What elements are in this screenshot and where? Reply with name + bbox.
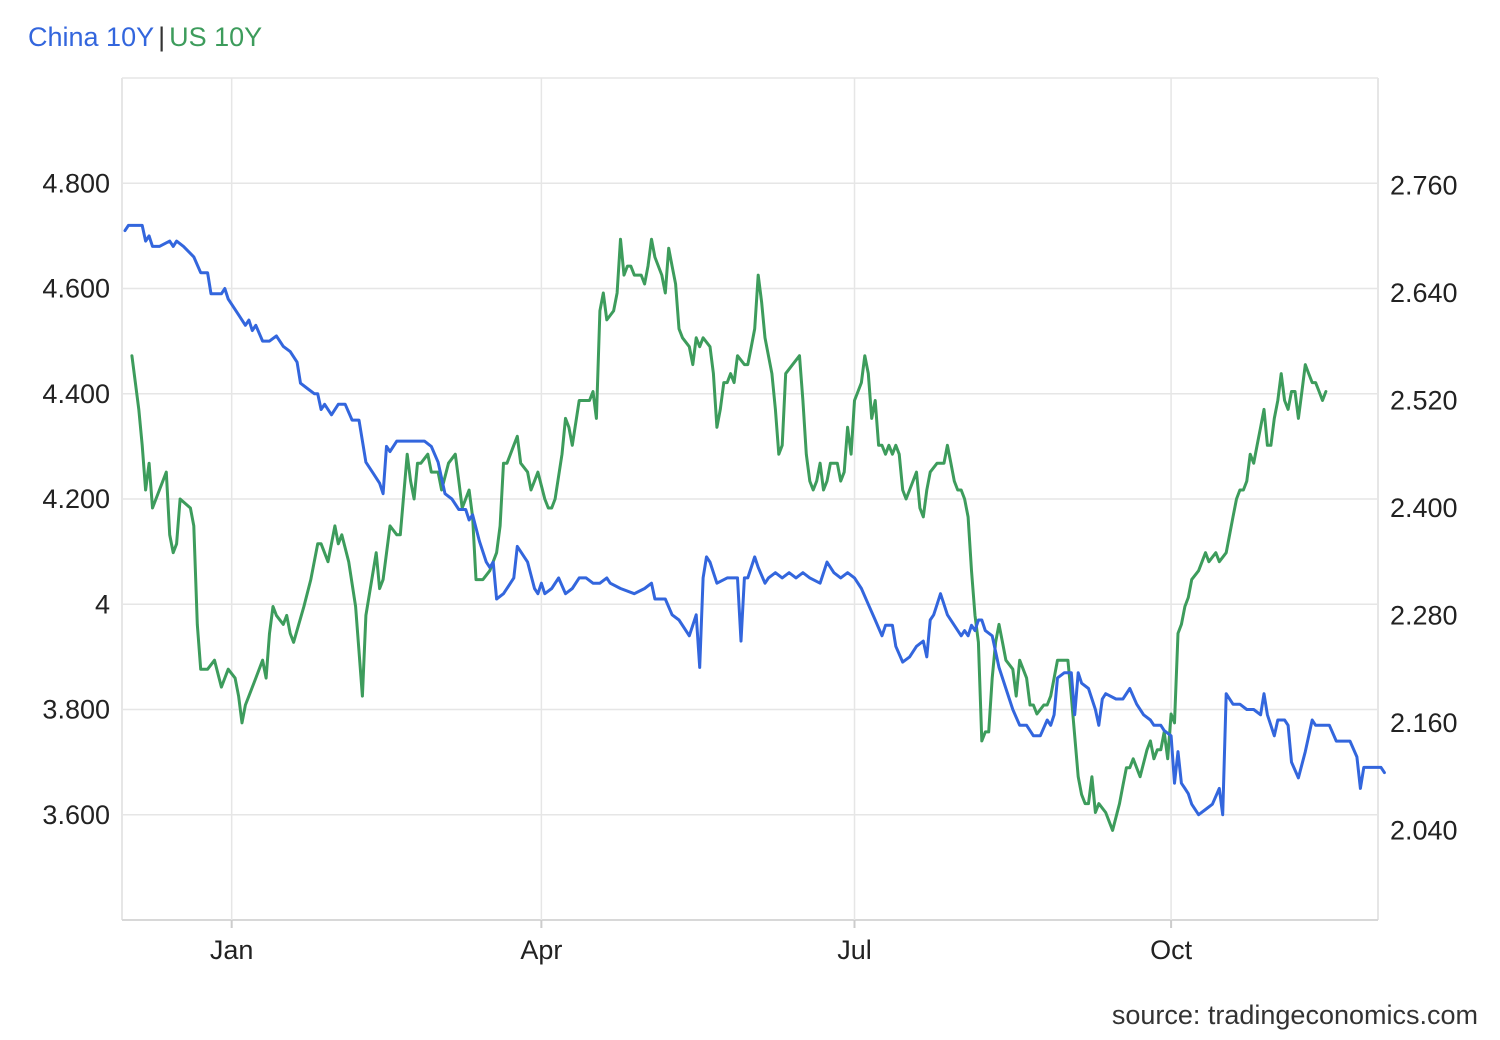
us-10y-line <box>130 237 1328 832</box>
y-axis-left: 3.600 3.800 4 4.200 4.400 4.600 4.800 <box>42 168 110 830</box>
y-left-tick-label: 4.400 <box>42 379 110 409</box>
legend-separator: | <box>158 22 166 52</box>
y-right-tick-label: 2.520 <box>1390 385 1458 415</box>
y-right-tick-label: 2.760 <box>1390 170 1458 200</box>
x-tick-label: Jan <box>210 935 254 965</box>
series-lines <box>123 223 1386 832</box>
x-tick-label: Apr <box>520 935 562 965</box>
y-left-tick-label: 4.200 <box>42 484 110 514</box>
legend: China 10Y | US 10Y <box>28 22 262 53</box>
y-left-tick-label: 4.600 <box>42 274 110 304</box>
y-left-tick-label: 4.800 <box>42 168 110 198</box>
y-left-tick-label: 3.800 <box>42 695 110 725</box>
y-right-tick-label: 2.640 <box>1390 278 1458 308</box>
x-axis: Jan Apr Jul Oct <box>210 935 1193 965</box>
legend-us-10y[interactable]: US 10Y <box>169 22 263 52</box>
y-right-tick-label: 2.280 <box>1390 600 1458 630</box>
y-right-tick-label: 2.160 <box>1390 708 1458 738</box>
china-10y-line <box>123 223 1386 817</box>
y-left-tick-label: 3.600 <box>42 800 110 830</box>
y-axis-right: 2.040 2.160 2.280 2.400 2.520 2.640 2.760 <box>1390 170 1458 845</box>
x-tick-label: Oct <box>1150 935 1193 965</box>
x-tick-label: Jul <box>837 935 872 965</box>
legend-china-10y[interactable]: China 10Y <box>28 22 155 52</box>
y-left-tick-label: 4 <box>95 589 110 619</box>
grid <box>121 77 1379 928</box>
y-right-tick-label: 2.040 <box>1390 815 1458 845</box>
y-right-tick-label: 2.400 <box>1390 493 1458 523</box>
source-credit: source: tradingeconomics.com <box>1111 1000 1478 1030</box>
